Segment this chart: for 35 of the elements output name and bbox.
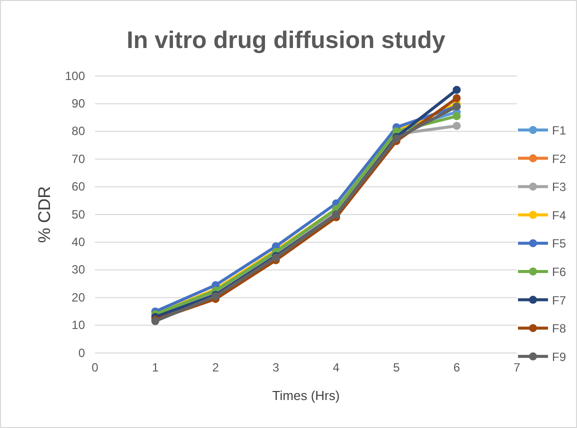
- point: [452, 94, 461, 102]
- y-tick-label: 0: [78, 346, 86, 360]
- legend-label: F6: [552, 265, 566, 279]
- x-tick-label: 5: [393, 360, 400, 375]
- y-tick-label: 50: [72, 207, 86, 222]
- y-tick-label: 10: [72, 318, 86, 332]
- x-tick-label: 1: [152, 360, 159, 375]
- y-tick-label: 60: [72, 180, 86, 194]
- legend-label: F7: [552, 293, 566, 308]
- x-tick-label: 3: [272, 360, 280, 375]
- legend-label: F9: [552, 350, 566, 364]
- y-tick-label: 20: [72, 290, 86, 304]
- y-tick-label: 80: [72, 124, 86, 138]
- y-tick-label: 40: [72, 235, 86, 250]
- legend-label: F3: [552, 180, 566, 194]
- legend-label: F5: [552, 236, 566, 251]
- legend-label: F2: [552, 152, 566, 166]
- y-tick-label: 90: [72, 96, 86, 111]
- y-tick-label: 100: [64, 68, 86, 83]
- legend-label: F1: [552, 124, 566, 138]
- x-axis-title: Times (Hrs): [272, 388, 340, 403]
- point: [452, 122, 461, 130]
- point: [452, 86, 461, 94]
- x-tick-label: 6: [453, 360, 460, 375]
- y-tick-label: 30: [72, 262, 86, 277]
- x-tick-label: 2: [212, 360, 220, 375]
- legend-label: F4: [552, 208, 566, 222]
- point: [452, 112, 461, 120]
- x-tick-label: 7: [514, 360, 521, 375]
- chart-title: In vitro drug diffusion study: [126, 27, 446, 54]
- x-tick-label: 0: [92, 360, 99, 375]
- y-tick-label: 70: [72, 152, 86, 166]
- x-tick-label: 4: [332, 360, 340, 375]
- legend-label: F8: [552, 322, 566, 336]
- y-axis-title: % CDR: [35, 186, 54, 243]
